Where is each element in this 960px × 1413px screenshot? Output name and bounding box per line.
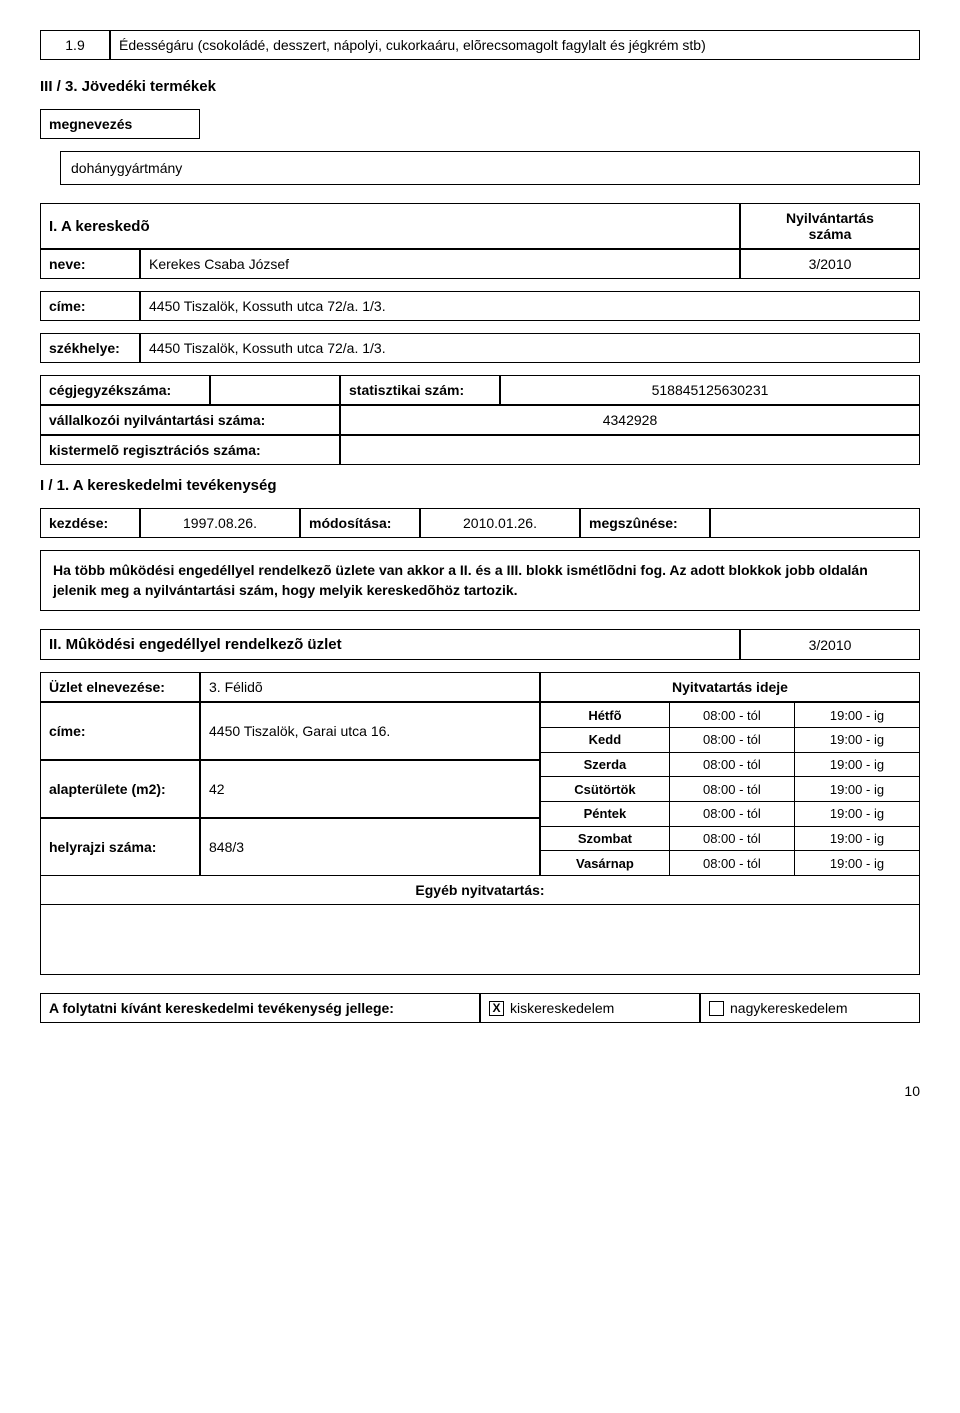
vall-label: vállalkozói nyilvántartási száma:	[40, 405, 340, 435]
hours-from: 08:00 - tól	[669, 826, 794, 851]
hours-to: 19:00 - ig	[794, 777, 919, 802]
hours-from: 08:00 - tól	[669, 802, 794, 827]
uzlet-label: Üzlet elnevezése:	[40, 672, 200, 702]
hours-to: 19:00 - ig	[794, 752, 919, 777]
cime-value: 4450 Tiszalök, Kossuth utca 72/a. 1/3.	[140, 291, 920, 321]
hours-day: Csütörtök	[541, 777, 670, 802]
shop-detail-row: címe: 4450 Tiszalök, Garai utca 16. alap…	[40, 702, 920, 876]
hours-to: 19:00 - ig	[794, 826, 919, 851]
vall-value: 4342928	[340, 405, 920, 435]
hours-from: 08:00 - tól	[669, 777, 794, 802]
section2-number: 3/2010	[740, 629, 920, 660]
kist-label: kistermelõ regisztrációs száma:	[40, 435, 340, 465]
section3-item: dohánygyártmány	[60, 151, 920, 185]
hours-day: Szerda	[541, 752, 670, 777]
nyilv-label-line2: száma	[809, 226, 852, 242]
hours-to: 19:00 - ig	[794, 703, 919, 728]
hours-to: 19:00 - ig	[794, 851, 919, 876]
opt2-checkbox[interactable]	[709, 1001, 724, 1016]
hours-from: 08:00 - tól	[669, 752, 794, 777]
egyeb-label: Egyéb nyitvatartás:	[40, 876, 920, 905]
opt2-label: nagykereskedelem	[730, 1000, 848, 1016]
helyr-label: helyrajzi száma:	[40, 818, 200, 876]
hours-from: 08:00 - tól	[669, 727, 794, 752]
section2-heading: II. Mûködési engedéllyel rendelkezõ üzle…	[40, 629, 740, 660]
shop-cime-label: címe:	[40, 702, 200, 760]
uzlet-row: Üzlet elnevezése: 3. Félidõ Nyitvatartás…	[40, 672, 920, 702]
top-desc: Édességáru (csokoládé, desszert, nápolyi…	[110, 30, 920, 60]
merchant-header-row: I. A kereskedõ Nyilvántartás száma	[40, 203, 920, 249]
egyeb-box	[40, 905, 920, 975]
merchant-name-row: neve: Kerekes Csaba József 3/2010	[40, 249, 920, 279]
hours-row: Vasárnap08:00 - tól19:00 - ig	[541, 851, 920, 876]
neve-value: Kerekes Csaba József	[140, 249, 740, 279]
kezdes-label: kezdése:	[40, 508, 140, 538]
modositas-label: módosítása:	[300, 508, 420, 538]
activity-heading: I / 1. A kereskedelmi tevékenység	[40, 477, 920, 494]
vall-row: vállalkozói nyilvántartási száma: 434292…	[40, 405, 920, 435]
opt1-cell: X kiskereskedelem	[480, 993, 700, 1023]
hours-day: Péntek	[541, 802, 670, 827]
top-code: 1.9	[40, 30, 110, 60]
szekhely-value: 4450 Tiszalök, Kossuth utca 72/a. 1/3.	[140, 333, 920, 363]
hours-to: 19:00 - ig	[794, 802, 919, 827]
hours-row: Kedd08:00 - tól19:00 - ig	[541, 727, 920, 752]
page-number: 10	[40, 1083, 920, 1099]
section2-row: II. Mûködési engedéllyel rendelkezõ üzle…	[40, 629, 920, 660]
uzlet-value: 3. Félidõ	[200, 672, 540, 702]
alap-value: 42	[200, 760, 540, 818]
helyr-value: 848/3	[200, 818, 540, 876]
kist-value	[340, 435, 920, 465]
top-code-row: 1.9 Édességáru (csokoládé, desszert, náp…	[40, 30, 920, 60]
hours-day: Kedd	[541, 727, 670, 752]
nyilv-label: Nyilvántartás száma	[740, 203, 920, 249]
stat-label: statisztikai szám:	[340, 375, 500, 405]
megszun-value	[710, 508, 920, 538]
activity-row: kezdése: 1997.08.26. módosítása: 2010.01…	[40, 508, 920, 538]
continuation-label: A folytatni kívánt kereskedelmi tevékeny…	[40, 993, 480, 1023]
nyilv-label-line1: Nyilvántartás	[786, 210, 874, 226]
hours-to: 19:00 - ig	[794, 727, 919, 752]
cegj-value	[210, 375, 340, 405]
megnevezes-label: megnevezés	[40, 109, 200, 139]
shop-cime-value: 4450 Tiszalök, Garai utca 16.	[200, 702, 540, 760]
alap-label: alapterülete (m2):	[40, 760, 200, 818]
hours-row: Hétfõ08:00 - tól19:00 - ig	[541, 703, 920, 728]
kist-row: kistermelõ regisztrációs száma:	[40, 435, 920, 465]
hours-day: Szombat	[541, 826, 670, 851]
merchant-heading: I. A kereskedõ	[40, 203, 740, 249]
hours-table: Hétfõ08:00 - tól19:00 - igKedd08:00 - tó…	[540, 702, 920, 876]
hours-from: 08:00 - tól	[669, 851, 794, 876]
opt1-checkbox[interactable]: X	[489, 1001, 504, 1016]
hours-row: Szombat08:00 - tól19:00 - ig	[541, 826, 920, 851]
section3-heading: III / 3. Jövedéki termékek	[40, 78, 920, 95]
shop-left: címe: 4450 Tiszalök, Garai utca 16. alap…	[40, 702, 540, 876]
szekhely-label: székhelye:	[40, 333, 140, 363]
neve-label: neve:	[40, 249, 140, 279]
hours-row: Csütörtök08:00 - tól19:00 - ig	[541, 777, 920, 802]
hours-day: Hétfõ	[541, 703, 670, 728]
note-box: Ha több mûködési engedéllyel rendelkezõ …	[40, 550, 920, 611]
continuation-row: A folytatni kívánt kereskedelmi tevékeny…	[40, 993, 920, 1023]
cegj-label: cégjegyzékszáma:	[40, 375, 210, 405]
nyilv-value: 3/2010	[740, 249, 920, 279]
stat-value: 518845125630231	[500, 375, 920, 405]
opt2-cell: nagykereskedelem	[700, 993, 920, 1023]
hours-day: Vasárnap	[541, 851, 670, 876]
kezdes-value: 1997.08.26.	[140, 508, 300, 538]
cime-label: címe:	[40, 291, 140, 321]
hours-row: Szerda08:00 - tól19:00 - ig	[541, 752, 920, 777]
megszun-label: megszûnése:	[580, 508, 710, 538]
cegj-row: cégjegyzékszáma: statisztikai szám: 5188…	[40, 375, 920, 405]
cime-row: címe: 4450 Tiszalök, Kossuth utca 72/a. …	[40, 291, 920, 321]
szekhely-row: székhelye: 4450 Tiszalök, Kossuth utca 7…	[40, 333, 920, 363]
hours-block: Hétfõ08:00 - tól19:00 - igKedd08:00 - tó…	[540, 702, 920, 876]
hours-row: Péntek08:00 - tól19:00 - ig	[541, 802, 920, 827]
nyit-label: Nyitvatartás ideje	[540, 672, 920, 702]
hours-from: 08:00 - tól	[669, 703, 794, 728]
modositas-value: 2010.01.26.	[420, 508, 580, 538]
opt1-label: kiskereskedelem	[510, 1000, 614, 1016]
